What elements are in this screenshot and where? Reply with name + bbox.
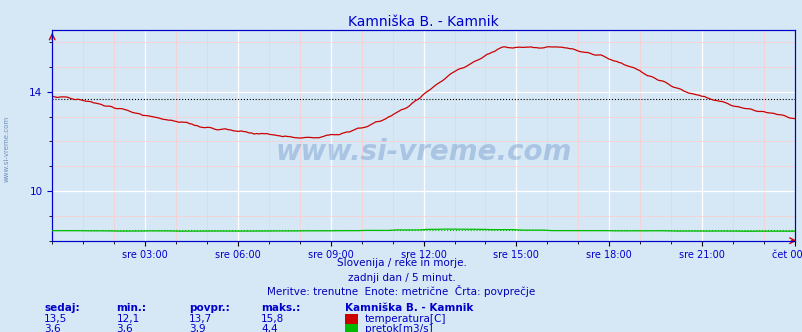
- Text: Slovenija / reke in morje.: Slovenija / reke in morje.: [336, 258, 466, 268]
- Text: 15,8: 15,8: [261, 314, 284, 324]
- Text: Kamniška B. - Kamnik: Kamniška B. - Kamnik: [345, 303, 473, 313]
- Text: 13,5: 13,5: [44, 314, 67, 324]
- Text: 3,9: 3,9: [188, 324, 205, 332]
- Text: www.si-vreme.com: www.si-vreme.com: [275, 138, 571, 166]
- Text: zadnji dan / 5 minut.: zadnji dan / 5 minut.: [347, 273, 455, 283]
- Text: 13,7: 13,7: [188, 314, 212, 324]
- Text: temperatura[C]: temperatura[C]: [364, 314, 445, 324]
- Text: pretok[m3/s]: pretok[m3/s]: [364, 324, 431, 332]
- Title: Kamniška B. - Kamnik: Kamniška B. - Kamnik: [348, 15, 498, 29]
- Text: 3,6: 3,6: [116, 324, 133, 332]
- Text: 3,6: 3,6: [44, 324, 61, 332]
- Text: www.si-vreme.com: www.si-vreme.com: [3, 116, 9, 183]
- Text: sedaj:: sedaj:: [44, 303, 79, 313]
- Text: Meritve: trenutne  Enote: metrične  Črta: povprečje: Meritve: trenutne Enote: metrične Črta: …: [267, 286, 535, 297]
- Text: maks.:: maks.:: [261, 303, 300, 313]
- Text: 4,4: 4,4: [261, 324, 277, 332]
- Text: povpr.:: povpr.:: [188, 303, 229, 313]
- Text: min.:: min.:: [116, 303, 146, 313]
- Text: 12,1: 12,1: [116, 314, 140, 324]
